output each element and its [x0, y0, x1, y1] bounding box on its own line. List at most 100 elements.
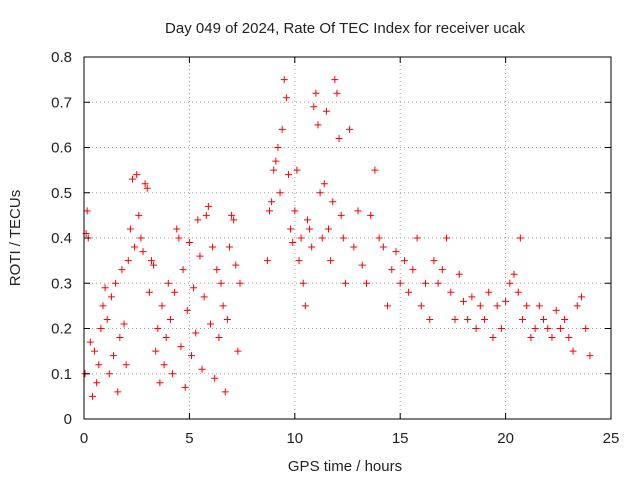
data-point: [388, 266, 396, 274]
data-point: [577, 293, 585, 301]
data-point: [145, 288, 153, 296]
data-point: [141, 180, 149, 188]
data-point: [166, 315, 174, 323]
data-point: [293, 166, 301, 174]
data-point: [375, 234, 383, 242]
data-point: [91, 347, 99, 355]
data-point: [213, 266, 221, 274]
data-point: [160, 361, 168, 369]
data-point: [295, 257, 303, 265]
data-point: [455, 270, 463, 278]
data-point: [430, 257, 438, 265]
data-point: [320, 180, 328, 188]
data-point: [185, 239, 193, 247]
y-axis-ticks: 0 0.1 0.2 0.3 0.4 0.5 0.6 0.7 0.8: [51, 49, 611, 428]
data-point: [175, 234, 183, 242]
data-point: [497, 325, 505, 332]
y-axis-label: ROTI / TECUs: [7, 190, 24, 286]
data-point: [506, 279, 514, 287]
data-point: [103, 315, 111, 323]
data-point: [287, 225, 295, 233]
data-point: [171, 288, 179, 296]
data-point: [573, 302, 581, 310]
data-point: [316, 189, 324, 197]
data-point: [101, 284, 109, 292]
data-point: [421, 279, 429, 287]
data-point: [367, 211, 375, 219]
data-point: [179, 266, 187, 274]
data-point: [223, 315, 231, 323]
data-point: [236, 279, 244, 287]
data-point: [523, 302, 531, 310]
data-point: [232, 261, 240, 269]
data-point: [116, 334, 124, 342]
data-point: [97, 325, 105, 332]
data-point: [139, 248, 147, 256]
data-point: [582, 325, 590, 332]
data-point: [282, 94, 290, 102]
data-point: [468, 293, 476, 301]
grid-lines: [84, 57, 611, 419]
data-point: [301, 302, 309, 310]
data-point: [150, 261, 158, 269]
data-point: [122, 361, 130, 369]
data-point: [289, 239, 297, 247]
data-point: [263, 257, 271, 265]
data-point: [333, 89, 341, 97]
y-tick-label: 0.1: [51, 366, 72, 383]
data-point: [234, 347, 242, 355]
data-point: [173, 225, 181, 233]
data-point: [118, 266, 126, 274]
data-point: [434, 279, 442, 287]
data-point: [561, 315, 569, 323]
data-point: [354, 207, 362, 215]
data-point: [337, 211, 345, 219]
data-point: [219, 302, 227, 310]
data-point: [535, 302, 543, 310]
data-point: [426, 315, 434, 323]
x-tick-label: 15: [392, 430, 409, 447]
data-point: [196, 252, 204, 260]
data-point: [322, 107, 330, 115]
data-point: [312, 89, 320, 97]
data-point: [204, 202, 212, 210]
data-point: [443, 234, 451, 242]
data-point: [190, 284, 198, 292]
data-point: [297, 234, 305, 242]
data-point: [358, 261, 366, 269]
data-point: [131, 243, 139, 251]
data-point: [417, 302, 425, 310]
data-point: [154, 325, 162, 332]
data-point: [135, 211, 143, 219]
data-point: [409, 266, 417, 274]
data-point: [230, 216, 238, 224]
data-point: [485, 288, 493, 296]
data-point: [413, 234, 421, 242]
data-point: [362, 279, 370, 287]
data-point: [318, 234, 326, 242]
data-point: [221, 388, 229, 396]
data-point: [169, 370, 177, 378]
data-point: [527, 334, 535, 342]
data-point: [339, 234, 347, 242]
data-point: [274, 144, 282, 151]
data-point: [183, 306, 191, 314]
data-point: [493, 302, 501, 310]
data-point: [329, 198, 337, 206]
x-axis-label: GPS time / hours: [288, 458, 402, 475]
data-point: [137, 234, 145, 242]
data-point: [314, 121, 322, 129]
data-point: [502, 297, 510, 305]
data-point: [331, 76, 339, 84]
data-point: [181, 383, 189, 391]
chart-title: Day 049 of 2024, Rate Of TEC Index for r…: [165, 20, 525, 37]
data-point: [400, 257, 408, 265]
data-point: [280, 76, 288, 84]
y-tick-label: 0.3: [51, 275, 72, 292]
data-point: [341, 279, 349, 287]
data-point: [124, 257, 132, 265]
data-point: [516, 234, 524, 242]
data-point: [308, 243, 316, 251]
y-tick-label: 0.8: [51, 49, 72, 66]
